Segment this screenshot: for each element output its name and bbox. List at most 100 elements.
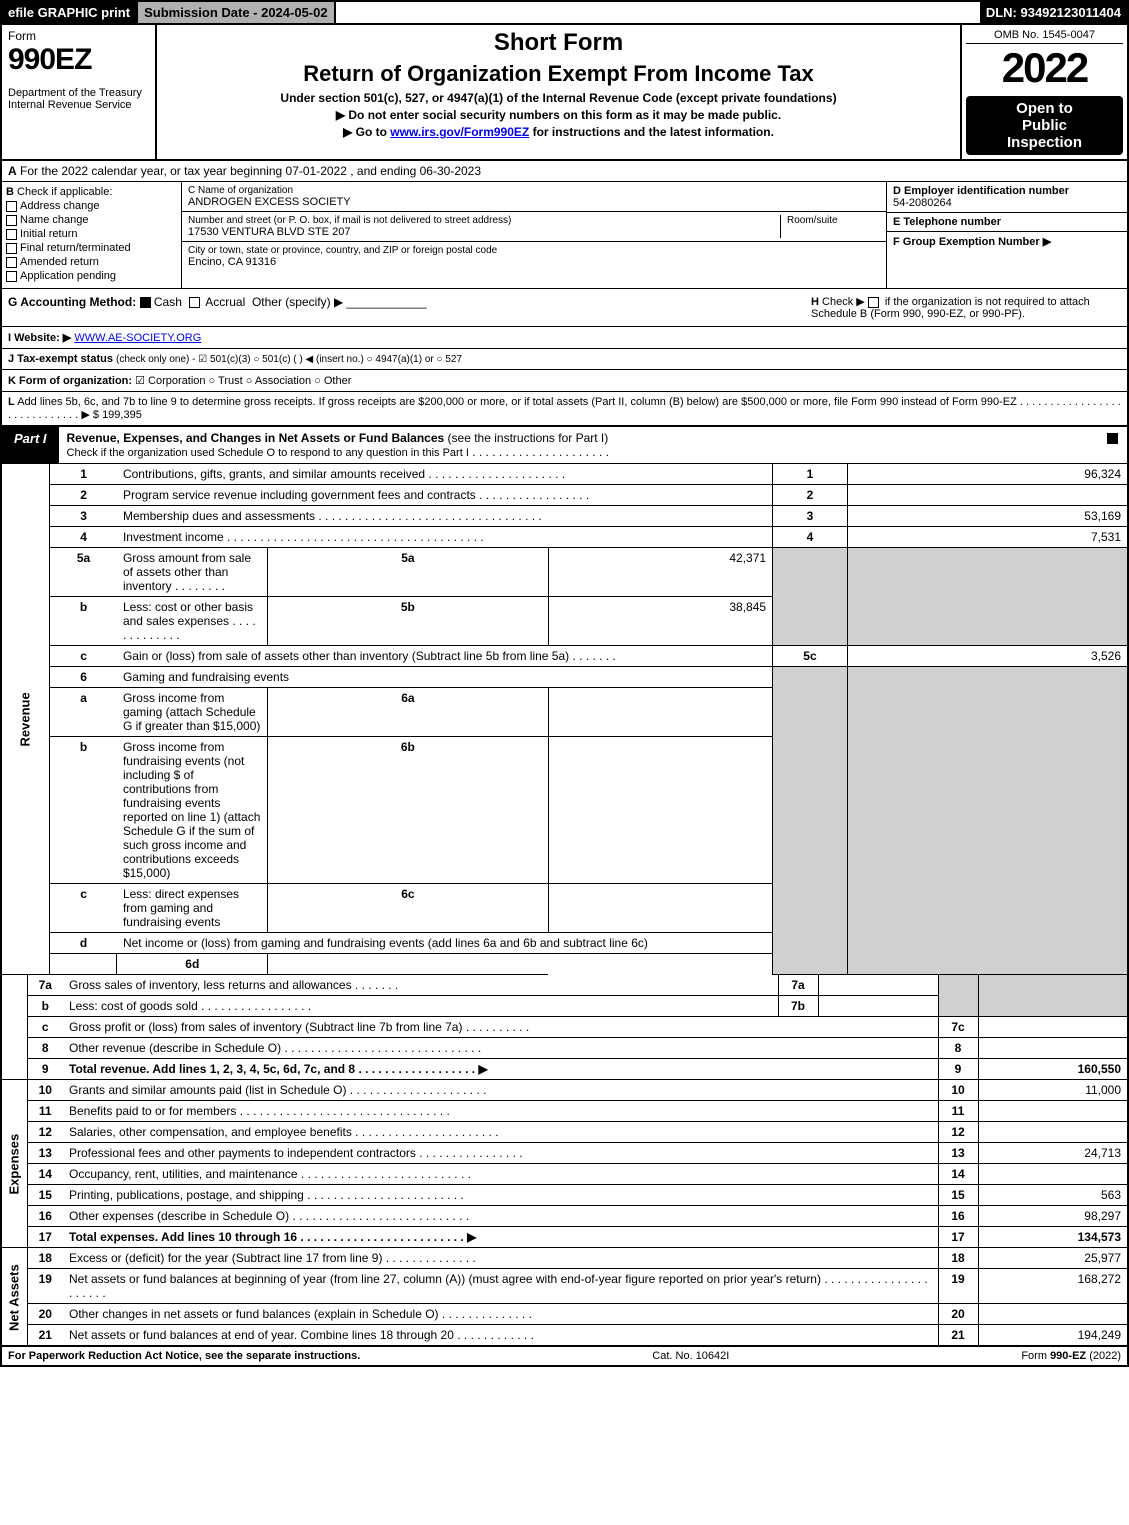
section-b-letter: B (6, 186, 14, 198)
line-12-box: 12 (938, 1122, 978, 1143)
header-right: OMB No. 1545-0047 2022 Open to Public In… (962, 25, 1127, 159)
part-1-label: Part I (2, 427, 59, 463)
line-6a-subnum: 6a (268, 688, 549, 737)
line-11-desc: Benefits paid to or for members (69, 1104, 236, 1118)
line-6d-num: d (50, 933, 117, 954)
irs-link[interactable]: www.irs.gov/Form990EZ (390, 125, 529, 139)
website-label: I Website: ▶ (8, 332, 71, 344)
line-2-box: 2 (773, 485, 848, 506)
line-15-amount: 563 (978, 1185, 1128, 1206)
line-6c-subval (548, 884, 772, 933)
check-amended-return[interactable]: Amended return (6, 256, 177, 268)
line-4-box: 4 (773, 527, 848, 548)
website-link[interactable]: WWW.AE-SOCIETY.ORG (74, 332, 201, 344)
line-7a-desc: Gross sales of inventory, less returns a… (69, 978, 352, 992)
line-9-box: 9 (938, 1059, 978, 1080)
part-1-header: Part I Revenue, Expenses, and Changes in… (0, 427, 1129, 464)
line-20-box: 20 (938, 1304, 978, 1325)
line-15-num: 15 (27, 1185, 63, 1206)
line-6-desc: Gaming and fundraising events (117, 667, 773, 688)
line-11-amount (978, 1101, 1128, 1122)
section-g-label: G Accounting Method: (8, 295, 136, 309)
line-10-desc: Grants and similar amounts paid (list in… (69, 1083, 346, 1097)
line-5c-box: 5c (773, 646, 848, 667)
line-9-desc: Total revenue. Add lines 1, 2, 3, 4, 5c,… (69, 1062, 355, 1076)
line-6a-num: a (50, 688, 117, 737)
line-6b-subnum: 6b (268, 737, 549, 884)
line-7a-subval (818, 975, 938, 996)
line-18-amount: 25,977 (978, 1248, 1128, 1269)
section-i: I Website: ▶ WWW.AE-SOCIETY.ORG (0, 327, 1129, 349)
line-6d-box: 6d (117, 954, 268, 975)
efile-label[interactable]: efile GRAPHIC print (2, 2, 138, 23)
section-k-text: ☑ Corporation ○ Trust ○ Association ○ Ot… (135, 375, 351, 387)
line-12-num: 12 (27, 1122, 63, 1143)
line-3-box: 3 (773, 506, 848, 527)
section-j-label: J Tax-exempt status (8, 353, 113, 365)
dln-number: DLN: 93492123011404 (980, 2, 1127, 23)
line-7c-box: 7c (938, 1017, 978, 1038)
section-k: K Form of organization: ☑ Corporation ○ … (0, 370, 1129, 392)
line-11-num: 11 (27, 1101, 63, 1122)
line-3-amount: 53,169 (847, 506, 1128, 527)
line-15-desc: Printing, publications, postage, and shi… (69, 1188, 304, 1202)
line-5c-num: c (50, 646, 117, 667)
line-1-amount: 96,324 (847, 464, 1128, 485)
line-8-desc: Other revenue (describe in Schedule O) (69, 1041, 281, 1055)
check-final-return[interactable]: Final return/terminated (6, 242, 177, 254)
revenue-table-2: 7a Gross sales of inventory, less return… (0, 975, 1129, 1080)
line-21-num: 21 (27, 1325, 63, 1347)
info-grid: B Check if applicable: Address change Na… (0, 182, 1129, 289)
form-label: Form (8, 29, 149, 43)
section-l-amount: 199,395 (102, 409, 142, 421)
city-label: City or town, state or province, country… (188, 245, 880, 256)
line-5ab-greyamt (847, 548, 1128, 646)
net-assets-table: Net Assets 18 Excess or (deficit) for th… (0, 1248, 1129, 1347)
line-5a-desc: Gross amount from sale of assets other t… (123, 551, 251, 593)
check-initial-return[interactable]: Initial return (6, 228, 177, 240)
part-1-title: Revenue, Expenses, and Changes in Net As… (59, 427, 1097, 463)
check-address-change[interactable]: Address change (6, 200, 177, 212)
footer-right: Form 990-EZ (2022) (1021, 1350, 1121, 1362)
line-7c-num: c (27, 1017, 63, 1038)
instruction-1: ▶ Do not enter social security numbers o… (165, 108, 952, 122)
line-21-amount: 194,249 (978, 1325, 1128, 1347)
section-l: L Add lines 5b, 6c, and 7b to line 9 to … (0, 392, 1129, 427)
part-1-schedule-o-check[interactable] (1097, 427, 1127, 463)
section-l-text: Add lines 5b, 6c, and 7b to line 9 to de… (17, 396, 1017, 408)
subtitle: Under section 501(c), 527, or 4947(a)(1)… (165, 91, 952, 105)
section-c: C Name of organization ANDROGEN EXCESS S… (182, 182, 887, 288)
line-7a-num: 7a (27, 975, 63, 996)
line-19-box: 19 (938, 1269, 978, 1304)
section-b-title: Check if applicable: (17, 186, 112, 198)
line-6b-num: b (50, 737, 117, 884)
check-name-change[interactable]: Name change (6, 214, 177, 226)
line-18-desc: Excess or (deficit) for the year (Subtra… (69, 1251, 382, 1265)
line-14-amount (978, 1164, 1128, 1185)
line-1-desc: Contributions, gifts, grants, and simila… (123, 467, 425, 481)
line-5a-subval: 42,371 (548, 548, 772, 597)
open-public-badge: Open to Public Inspection (966, 96, 1123, 155)
line-8-num: 8 (27, 1038, 63, 1059)
footer-left: For Paperwork Reduction Act Notice, see … (8, 1350, 360, 1362)
org-name: ANDROGEN EXCESS SOCIETY (188, 196, 880, 208)
line-13-num: 13 (27, 1143, 63, 1164)
section-l-arrow: ▶ $ (81, 409, 99, 421)
cash-checkbox (140, 297, 151, 308)
schedule-b-checkbox[interactable] (868, 297, 879, 308)
line-18-box: 18 (938, 1248, 978, 1269)
line-10-amount: 11,000 (978, 1080, 1128, 1101)
instruction-2: ▶ Go to www.irs.gov/Form990EZ for instru… (165, 125, 952, 139)
omb-number: OMB No. 1545-0047 (966, 29, 1123, 44)
check-application-pending[interactable]: Application pending (6, 270, 177, 282)
ein-label: D Employer identification number (893, 185, 1121, 197)
line-6d-desc: Net income or (loss) from gaming and fun… (117, 933, 773, 954)
line-10-box: 10 (938, 1080, 978, 1101)
main-title: Return of Organization Exempt From Incom… (165, 61, 952, 87)
line-19-num: 19 (27, 1269, 63, 1304)
line-21-box: 21 (938, 1325, 978, 1347)
accrual-checkbox[interactable] (189, 297, 200, 308)
line-6a-subval (548, 688, 772, 737)
expenses-side-label: Expenses (1, 1080, 27, 1248)
line-5b-subval: 38,845 (548, 597, 772, 646)
